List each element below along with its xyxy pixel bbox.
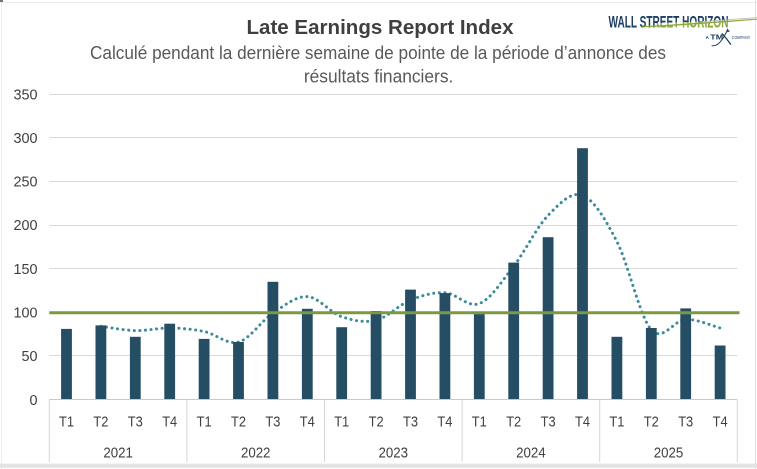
svg-text:T3: T3 [403, 414, 418, 430]
svg-text:T3: T3 [678, 414, 693, 430]
svg-text:2022: 2022 [241, 446, 271, 462]
svg-text:T2: T2 [231, 414, 246, 430]
svg-text:T2: T2 [93, 414, 108, 430]
svg-text:200: 200 [13, 218, 37, 234]
svg-text:2021: 2021 [103, 446, 133, 462]
svg-text:T3: T3 [541, 414, 556, 430]
svg-text:Calculé pendant la dernière se: Calculé pendant la dernière semaine de p… [90, 43, 666, 63]
svg-text:Late Earnings Report Index: Late Earnings Report Index [247, 17, 515, 39]
svg-text:T1: T1 [197, 414, 212, 430]
svg-text:50: 50 [21, 349, 37, 365]
svg-text:T1: T1 [334, 414, 349, 430]
svg-text:T1: T1 [59, 414, 74, 430]
svg-text:T4: T4 [437, 414, 452, 430]
svg-text:T1: T1 [609, 414, 624, 430]
svg-text:0: 0 [29, 393, 37, 409]
svg-text:100: 100 [13, 306, 37, 322]
svg-text:300: 300 [13, 131, 37, 147]
svg-text:T4: T4 [300, 414, 315, 430]
svg-text:T1: T1 [472, 414, 487, 430]
svg-text:T4: T4 [575, 414, 590, 430]
svg-text:T2: T2 [644, 414, 659, 430]
svg-text:350: 350 [13, 87, 37, 103]
svg-text:T3: T3 [128, 414, 143, 430]
svg-text:T4: T4 [162, 414, 177, 430]
svg-text:150: 150 [13, 262, 37, 278]
svg-text:2025: 2025 [654, 446, 684, 462]
svg-text:T2: T2 [506, 414, 521, 430]
svg-text:A: A [706, 35, 710, 40]
svg-text:T4: T4 [713, 414, 728, 430]
svg-text:COMPANY: COMPANY [732, 35, 751, 40]
svg-text:T3: T3 [265, 414, 280, 430]
svg-text:2024: 2024 [516, 446, 546, 462]
svg-text:résultats financiers.: résultats financiers. [304, 67, 454, 87]
svg-text:TM: TM [710, 32, 723, 41]
svg-text:2023: 2023 [379, 446, 409, 462]
svg-text:250: 250 [13, 175, 37, 191]
svg-text:T2: T2 [369, 414, 384, 430]
